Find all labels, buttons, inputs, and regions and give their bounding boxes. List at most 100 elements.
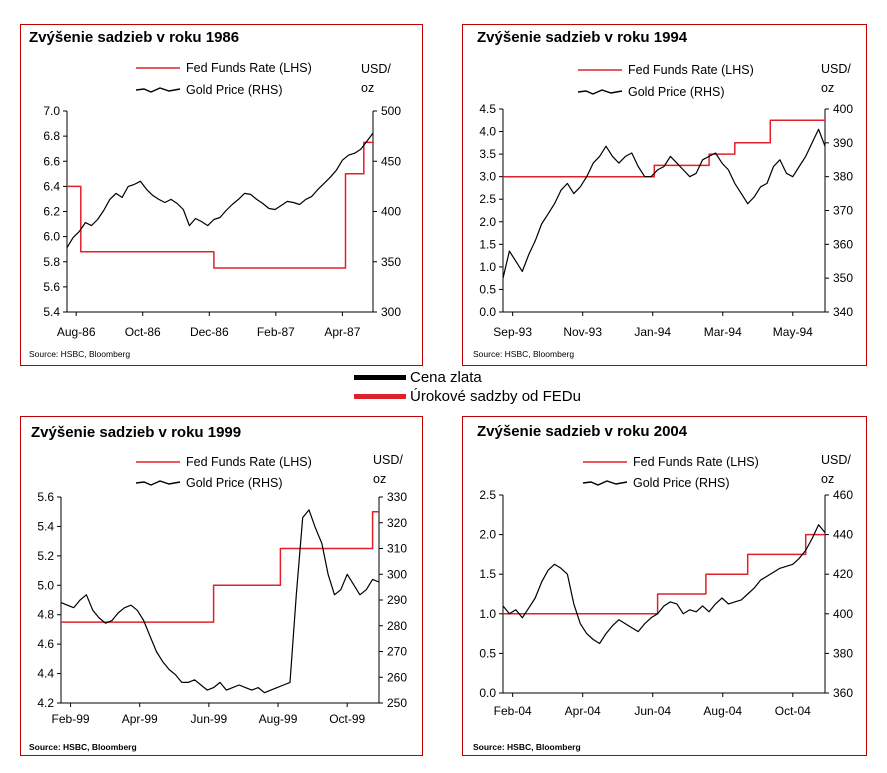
rhs-unit-label: oz [821,81,834,95]
lhs-tick-label: 0.0 [479,305,496,319]
lhs-tick-label: 5.0 [37,578,54,592]
source-note: Source: HSBC, Bloomberg [473,742,581,752]
legend-line [577,89,623,95]
chart-svg: Zvýšenie sadzieb v roku 1986 Fed Funds Ra… [29,29,401,359]
rhs-tick-label: 380 [833,170,853,184]
legend-entry: Gold Price (RHS) [633,476,730,490]
rhs-tick-label: 440 [833,528,853,542]
lhs-tick-label: 0.5 [479,646,496,660]
rhs-unit-label: oz [821,472,834,486]
x-tick-label: Dec-86 [190,325,229,339]
rhs-tick-label: 360 [833,237,853,251]
chart-panel-2004: Zvýšenie sadzieb v roku 2004 Fed Funds Ra… [462,416,867,756]
x-tick-label: Feb-99 [52,712,90,726]
rhs-tick-label: 370 [833,204,853,218]
lhs-tick-label: 4.6 [37,637,54,651]
legend-entry: Fed Funds Rate (LHS) [186,455,312,469]
legend-label-gold: Cena zlata [410,368,482,386]
legend-line [582,480,628,486]
x-tick-label: Oct-86 [125,325,161,339]
rhs-tick-label: 340 [833,305,853,319]
lhs-tick-label: 6.6 [43,154,60,168]
rhs-tick-label: 400 [833,607,853,621]
x-tick-label: Jun-99 [191,712,228,726]
legend-entry: Gold Price (RHS) [628,85,725,99]
chart-svg: Zvýšenie sadzieb v roku 2004 Fed Funds Ra… [473,423,853,752]
rhs-tick-label: 270 [387,645,407,659]
lhs-tick-label: 0.0 [479,686,496,700]
rhs-tick-label: 280 [387,619,407,633]
lhs-tick-label: 6.0 [43,230,60,244]
lhs-tick-label: 0.5 [479,282,496,296]
rhs-tick-label: 250 [387,696,407,710]
legend-entry: Fed Funds Rate (LHS) [633,455,759,469]
rhs-tick-label: 310 [387,542,407,556]
legend-entry: Gold Price (RHS) [186,83,283,97]
x-tick-label: Apr-99 [122,712,158,726]
rhs-unit-label: USD/ [361,62,391,76]
rhs-tick-label: 400 [381,205,401,219]
lhs-tick-label: 2.0 [479,215,496,229]
legend-swatch-gold [354,374,406,380]
x-tick-label: Apr-87 [324,325,360,339]
fed-funds-rate-line [503,119,825,178]
fed-funds-rate-line [503,533,825,615]
x-tick-label: Aug-99 [259,712,298,726]
lhs-tick-label: 1.5 [479,237,496,251]
legend-entry: Fed Funds Rate (LHS) [186,61,312,75]
lhs-tick-label: 7.0 [43,104,60,118]
x-tick-label: Oct-04 [775,704,811,718]
x-tick-label: Sep-93 [493,325,532,339]
lhs-tick-label: 4.8 [37,608,54,622]
rhs-tick-label: 360 [833,686,853,700]
lhs-tick-label: 2.5 [479,488,496,502]
chart-panel-1994: Zvýšenie sadzieb v roku 1994 Fed Funds Ra… [462,24,867,366]
lhs-tick-label: 1.0 [479,607,496,621]
rhs-tick-label: 290 [387,593,407,607]
rhs-unit-label: USD/ [821,453,851,467]
x-tick-label: Feb-04 [494,704,532,718]
legend-item-rates: Úrokové sadzby od FEDu [354,387,581,405]
rhs-tick-label: 460 [833,488,853,502]
gold-price-line [60,509,380,694]
lhs-tick-label: 4.2 [37,696,54,710]
lhs-tick-label: 4.0 [479,125,496,139]
chart-svg: Zvýšenie sadzieb v roku 1994 Fed Funds Ra… [473,29,853,359]
rhs-tick-label: 300 [381,305,401,319]
fed-funds-rate-line [61,510,379,623]
x-tick-label: Oct-99 [329,712,365,726]
x-tick-label: Aug-04 [703,704,742,718]
legend-label-rates: Úrokové sadzby od FEDu [410,387,581,405]
chart-title: Zvýšenie sadzieb v roku 1994 [477,29,688,46]
x-tick-label: Jun-04 [634,704,671,718]
rhs-tick-label: 260 [387,670,407,684]
rhs-tick-label: 300 [387,567,407,581]
rhs-tick-label: 400 [833,102,853,116]
x-tick-label: Feb-87 [257,325,295,339]
gold-price-line [502,524,826,645]
x-tick-label: May-94 [773,325,813,339]
lhs-tick-label: 5.4 [43,305,60,319]
source-note: Source: HSBC, Bloomberg [473,349,574,359]
rhs-tick-label: 380 [833,646,853,660]
rhs-tick-label: 390 [833,136,853,150]
chart-svg: Zvýšenie sadzieb v roku 1999 Fed Funds Ra… [29,424,407,752]
fed-funds-rate-line [67,141,373,269]
rhs-tick-label: 350 [833,271,853,285]
rhs-unit-label: oz [373,472,386,486]
rhs-tick-label: 320 [387,516,407,530]
lhs-tick-label: 4.5 [479,102,496,116]
lhs-tick-label: 3.0 [479,170,496,184]
lhs-tick-label: 6.8 [43,129,60,143]
legend-line [135,87,181,93]
lhs-tick-label: 5.6 [43,280,60,294]
lhs-tick-label: 2.5 [479,192,496,206]
legend-line [135,480,181,486]
rhs-tick-label: 420 [833,567,853,581]
rhs-tick-label: 500 [381,104,401,118]
legend-entry: Fed Funds Rate (LHS) [628,63,754,77]
rhs-unit-label: oz [361,81,374,95]
chart-title: Zvýšenie sadzieb v roku 2004 [477,423,688,440]
chart-title: Zvýšenie sadzieb v roku 1999 [31,424,241,441]
lhs-tick-label: 4.4 [37,667,54,681]
